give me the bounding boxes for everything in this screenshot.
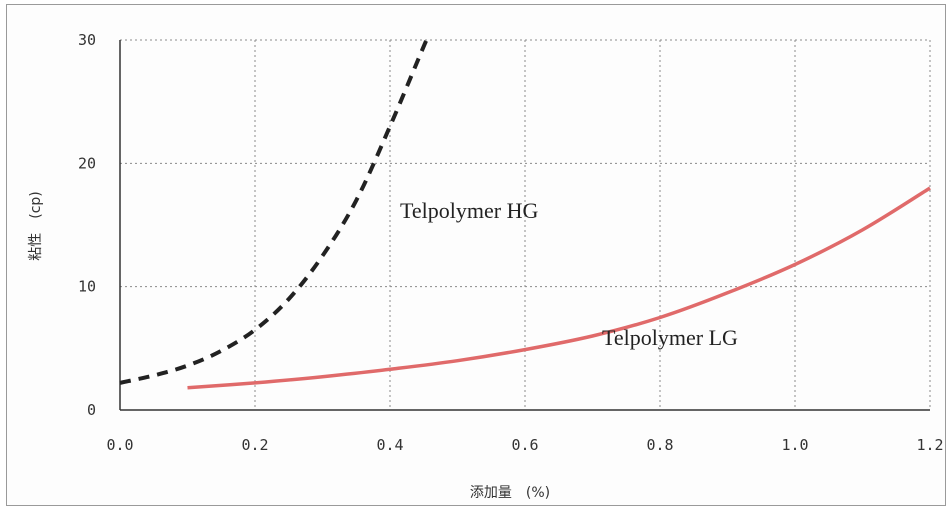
series-label-lg: Telpolymer LG [602,325,738,350]
x-tick-label: 1.0 [781,436,808,454]
x-tick-label: 1.2 [916,436,943,454]
tick-labels: 0.0 0.2 0.4 0.6 0.8 1.0 1.2 0 10 20 30 [78,31,944,454]
x-tick-label: 0.2 [241,436,268,454]
y-axis-title: 粘性 (cp) [28,191,44,261]
y-tick-label: 10 [78,278,96,296]
x-tick-label: 0.0 [106,436,133,454]
axes [119,40,930,411]
series-line-lg [187,186,931,390]
series-label-hg: Telpolymer HG [400,198,538,223]
series [119,36,931,390]
y-tick-label: 20 [78,154,96,172]
grid [120,39,931,410]
x-axis-title: 添加量 (%) [470,485,550,501]
x-tick-label: 0.4 [376,436,403,454]
y-tick-label: 30 [78,31,96,49]
series-line-hg [119,36,430,385]
x-tick-label: 0.8 [646,436,673,454]
chart-frame [6,4,946,506]
x-tick-label: 0.6 [511,436,538,454]
y-tick-label: 0 [87,401,96,419]
